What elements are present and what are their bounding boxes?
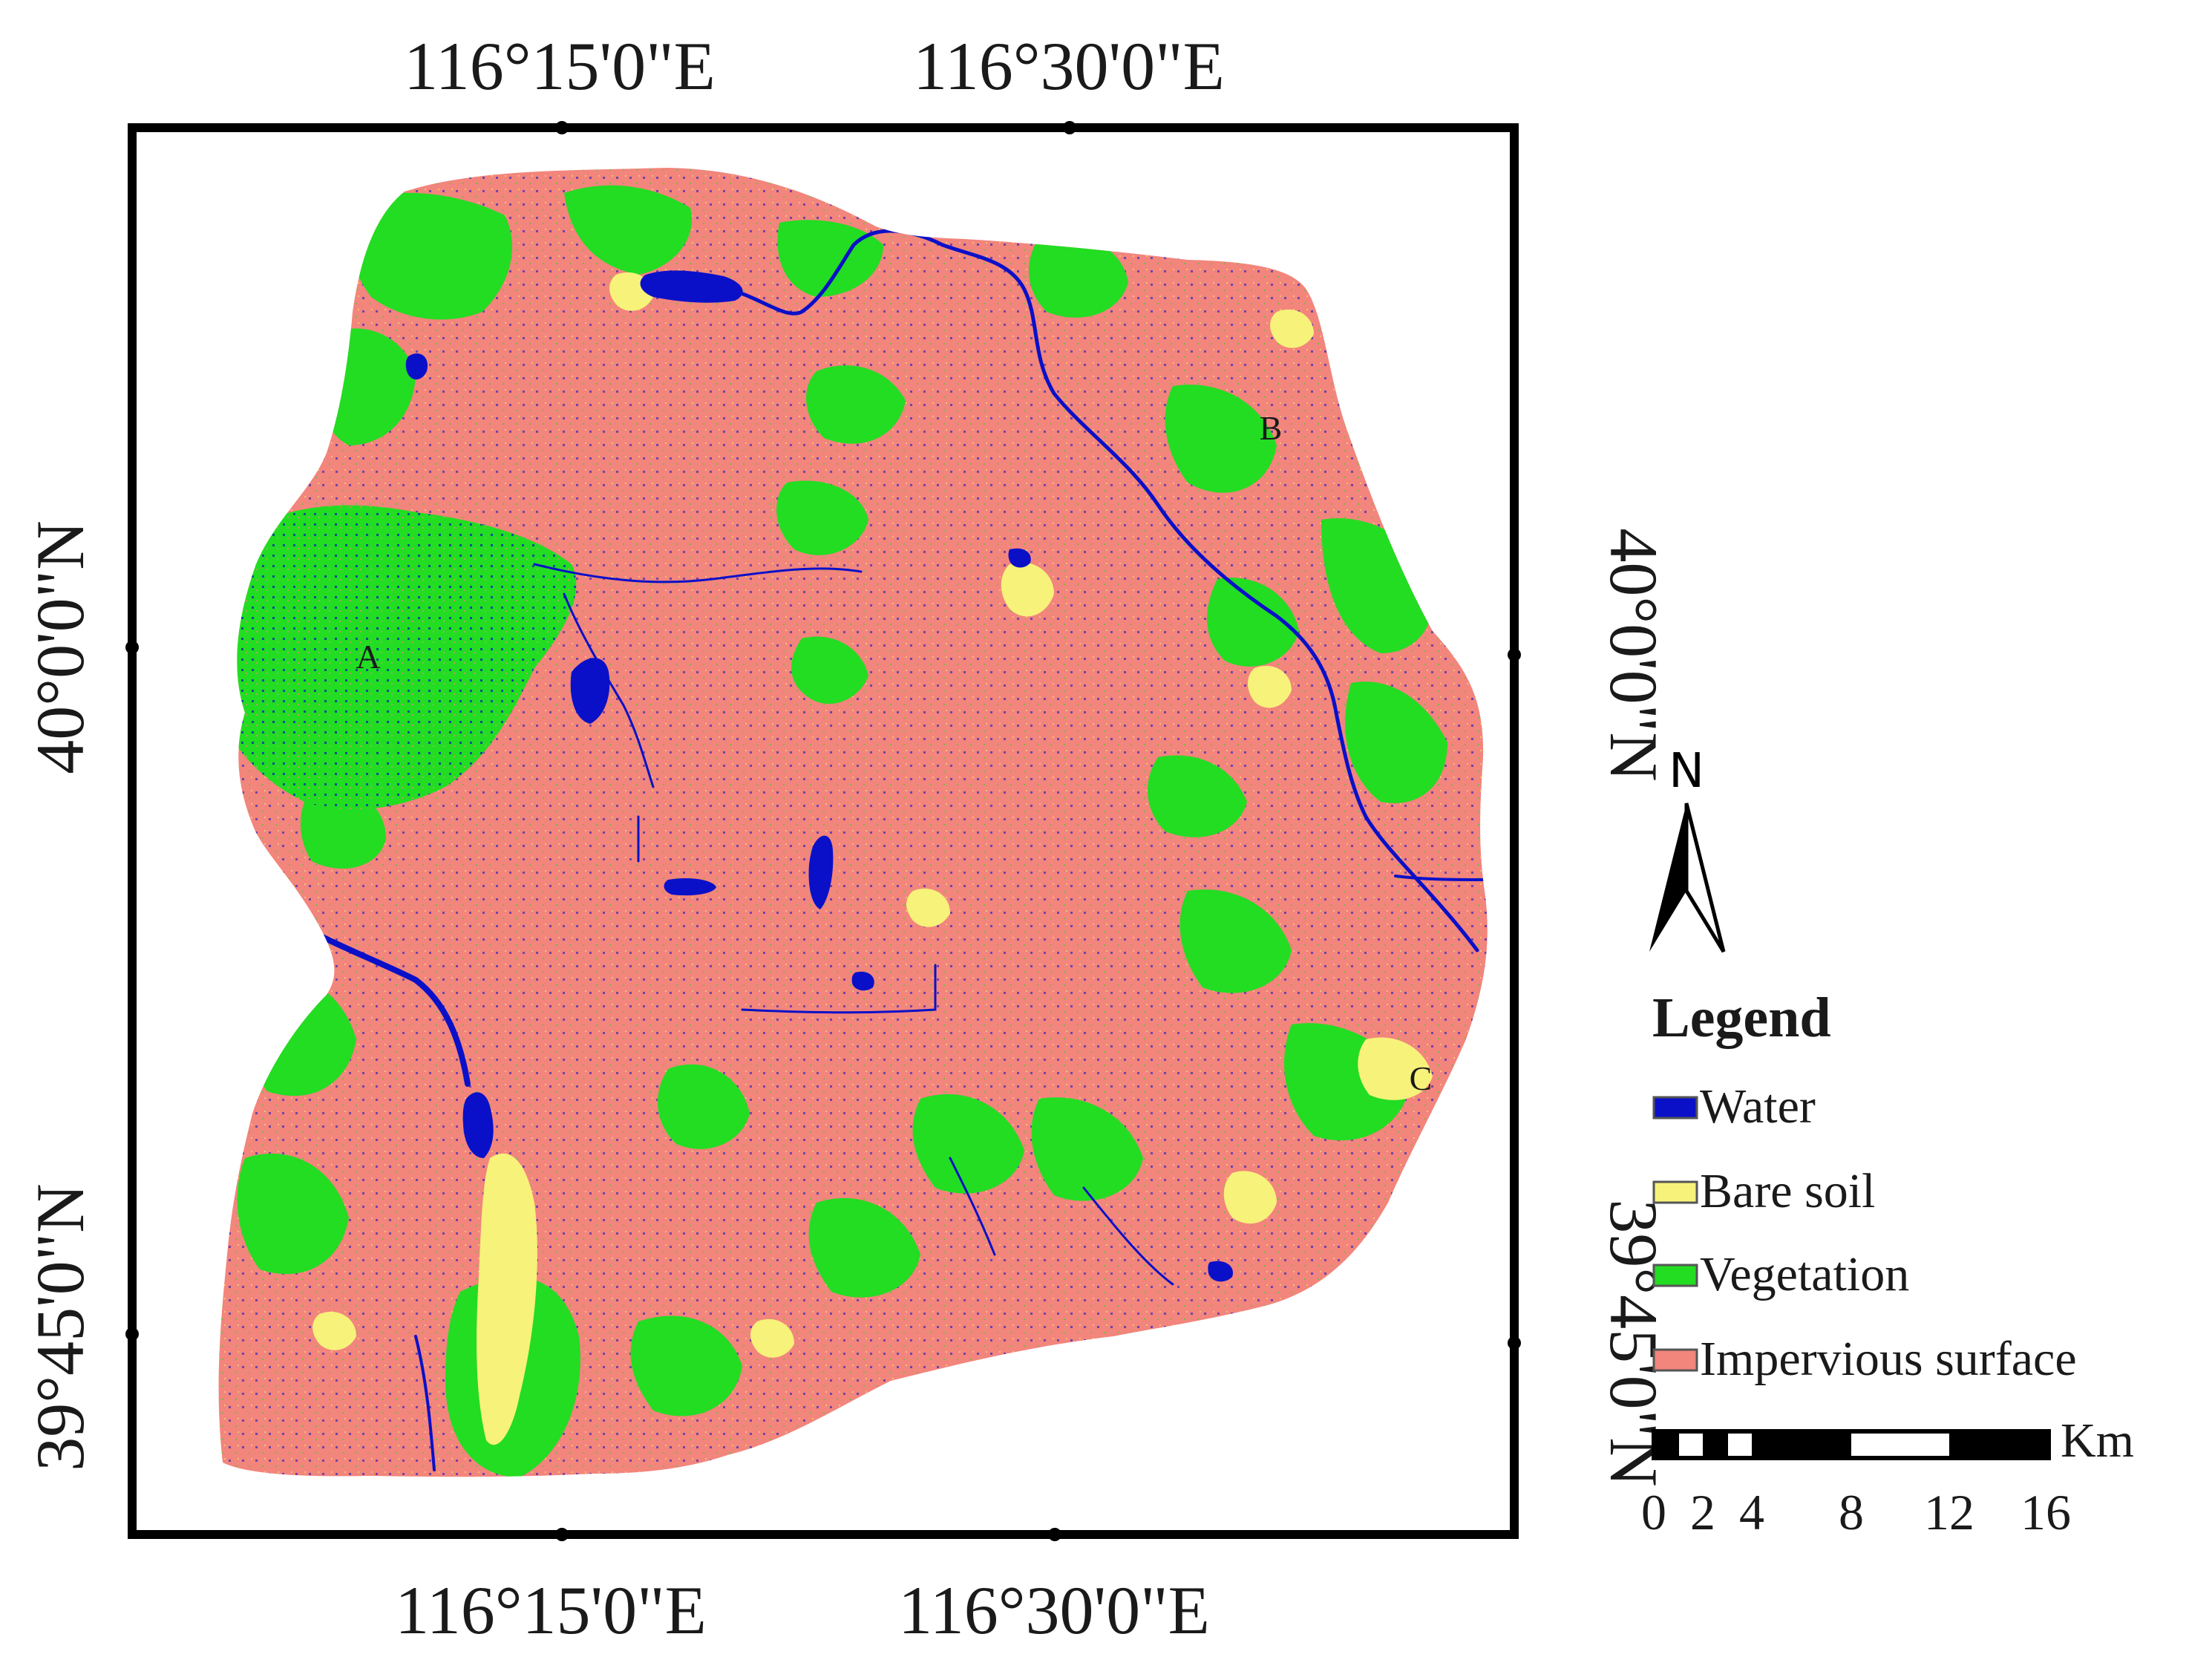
longitude-label-bottom-1: 116°15'0"E <box>395 1572 707 1648</box>
longitude-label-top-2: 116°30'0"E <box>913 28 1225 104</box>
water-bodies <box>405 270 1233 1282</box>
legend-label-impervious-surface: Impervious surface <box>1700 1332 2077 1386</box>
north-arrow-icon <box>1649 803 1686 952</box>
latitude-label-left-1: 40°0'0"N <box>22 520 98 774</box>
legend: Legend Water Bare soil Vegetation Imperv… <box>1652 987 2077 1386</box>
legend-swatch-bare-soil <box>1652 1180 1698 1204</box>
scale-tick-2: 2 <box>1690 1484 1715 1540</box>
legend-swatch-vegetation <box>1652 1264 1698 1287</box>
scale-bar-unit: Km <box>2061 1413 2134 1468</box>
legend-title: Legend <box>1652 987 1831 1049</box>
legend-swatch-impervious-surface <box>1652 1348 1698 1372</box>
north-arrow-label: N <box>1669 744 1704 799</box>
latitude-label-right-1: 40°0'0"N <box>1596 528 1672 781</box>
region-label-b: B <box>1260 409 1283 447</box>
longitude-label-top-1: 116°15'0"E <box>404 28 716 104</box>
scale-bar: Km 0 2 4 8 12 16 <box>1641 1413 2134 1540</box>
longitude-label-bottom-2: 116°30'0"E <box>898 1572 1210 1648</box>
legend-label-vegetation: Vegetation <box>1700 1247 1909 1301</box>
legend-label-bare-soil: Bare soil <box>1700 1164 1875 1218</box>
bare-soil-areas <box>313 272 1433 1445</box>
region-label-c: C <box>1410 1059 1433 1097</box>
land-cover-raster <box>218 168 1488 1477</box>
scale-tick-0: 0 <box>1641 1484 1666 1540</box>
north-arrow: N <box>1649 744 1726 953</box>
scale-tick-16: 16 <box>2020 1484 2071 1540</box>
region-label-a: A <box>356 638 380 676</box>
rivers <box>316 229 1486 1471</box>
legend-swatch-water <box>1652 1096 1698 1120</box>
latitude-label-left-2: 39°45'0"N <box>22 1183 98 1471</box>
legend-label-water: Water <box>1700 1079 1816 1134</box>
scale-tick-4: 4 <box>1739 1484 1764 1540</box>
scale-tick-12: 12 <box>1924 1484 1974 1540</box>
scale-tick-8: 8 <box>1839 1484 1864 1540</box>
frame-ticks <box>125 121 1521 1541</box>
